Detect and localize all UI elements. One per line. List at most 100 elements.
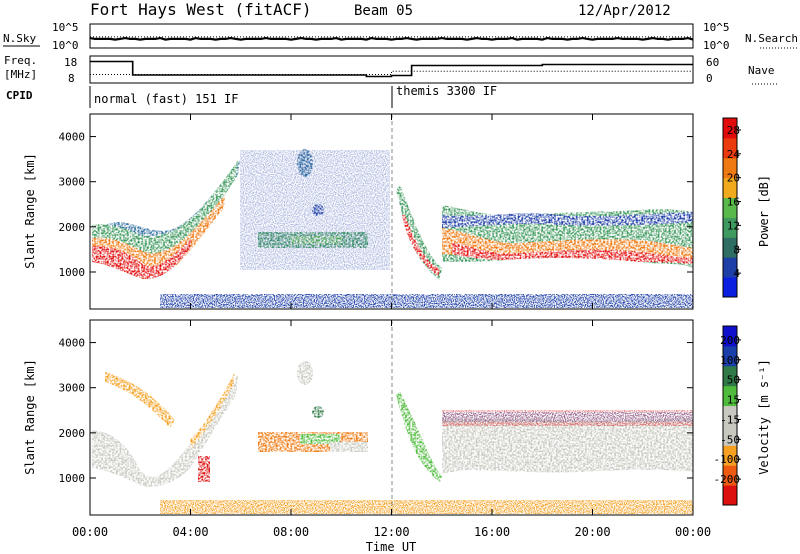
- power-afternoon-band-core: [452, 242, 693, 264]
- x-axis-label: Time UT: [366, 540, 417, 554]
- power-cbar-swatch-6: [723, 157, 737, 179]
- power-cbar-swatch-0: [723, 277, 737, 298]
- power-cbar-label-1: 8: [733, 243, 740, 256]
- freq-tick-bottom: 8: [68, 72, 75, 85]
- velocity-morning-arc: [190, 372, 235, 448]
- date-label: 12/Apr/2012: [578, 3, 671, 19]
- velocity-night-region: [92, 375, 238, 487]
- power-scatter-noise: [240, 150, 390, 270]
- velocity-ytick-label-2000: 2000: [59, 427, 86, 440]
- power-cbar-swatch-1: [723, 257, 737, 278]
- velocity-cbar-swatch-0: [723, 485, 737, 506]
- velocity-y-ticks: 1000 2000 3000 4000: [59, 337, 693, 485]
- time-x-axis: 00:00 04:00 08:00 12:00 16:00 20:00 00:00: [72, 114, 711, 539]
- velocity-cbar-label: Velocity [m s⁻¹]: [757, 359, 771, 475]
- power-ytick-label-4000: 4000: [59, 131, 86, 144]
- velocity-cbar-label-4: -15: [720, 413, 740, 426]
- noise-tick-right-top: 10^5: [703, 21, 730, 34]
- freq-label-unit: [MHz]: [4, 68, 37, 81]
- power-cbar-swatch-3: [723, 217, 737, 238]
- power-cbar-frame: [722, 117, 738, 298]
- freq-strip: Freq. [MHz] 18 8 60 0 Nave: [4, 54, 778, 85]
- velocity-cbar-swatch-4: [723, 405, 737, 426]
- power-cbar-label-2: 12: [727, 219, 740, 232]
- power-cbar-swatch-8: [723, 118, 737, 139]
- velocity-midday-mid-blob: [312, 406, 324, 418]
- x-tick-label-1: 04:00: [172, 525, 208, 539]
- noise-strip-frame: [89, 23, 694, 49]
- x-tick-label-6: 00:00: [675, 525, 711, 539]
- velocity-cbar-swatch-3: [723, 425, 737, 446]
- power-ytick-label-1000: 1000: [59, 266, 86, 279]
- velocity-echo-layer: [92, 361, 693, 487]
- power-cbar-label-3: 16: [727, 196, 740, 209]
- velocity-cbar-label-1: 100: [720, 354, 740, 367]
- nave-tick-bottom: 0: [706, 72, 713, 85]
- power-descending-band-core: [402, 215, 440, 276]
- velocity-afternoon-fringe-blue: [442, 412, 693, 422]
- velocity-cbar-label-2: 50: [727, 374, 740, 387]
- nsky-label: N.Sky: [3, 32, 36, 45]
- velocity-cbar-label-6: -100: [714, 453, 741, 466]
- power-cbar-label-6: 28: [727, 124, 740, 137]
- beam-label: Beam 05: [354, 3, 413, 19]
- velocity-midday-patch-green: [300, 434, 340, 444]
- power-panel: 1000 2000 3000 4000 Slant Range [km] 4 8 12 16…: [23, 113, 771, 310]
- freq-series-line: [90, 60, 693, 78]
- velocity-cbar-label-0: 200: [720, 334, 740, 347]
- velocity-speckle-layer: [160, 410, 693, 514]
- x-tick-label-3: 12:00: [373, 525, 409, 539]
- velocity-cbar-swatch-5: [723, 385, 737, 407]
- nave-label: Nave: [748, 64, 775, 77]
- x-tick-label-5: 20:00: [574, 525, 610, 539]
- power-cbar-label-4: 20: [727, 172, 740, 185]
- nave-tick-top: 60: [706, 56, 719, 69]
- velocity-panel: 1000 2000 3000 4000 Slant Range [km] 200 100…: [23, 319, 771, 516]
- velocity-cbar-swatch-6: [723, 365, 737, 387]
- x-tick-label-0: 00:00: [72, 525, 108, 539]
- nave-series-line: [90, 70, 693, 75]
- power-ylabel: Slant Range [km]: [23, 153, 37, 269]
- x-tick-label-2: 08:00: [273, 525, 309, 539]
- power-ytick-label-2000: 2000: [59, 221, 86, 234]
- freq-tick-top: 18: [64, 56, 77, 69]
- velocity-midday-upper-blob: [297, 361, 313, 385]
- power-y-ticks: 1000 2000 3000 4000: [59, 131, 693, 279]
- freq-strip-frame: [89, 55, 694, 84]
- power-cbar-swatch-7: [723, 137, 737, 159]
- velocity-ytick-label-3000: 3000: [59, 382, 86, 395]
- noise-tick-left-bottom: 10^0: [52, 39, 79, 52]
- noise-tick-right-bottom: 10^0: [703, 39, 730, 52]
- noise-tick-left-top: 10^5: [52, 21, 79, 34]
- velocity-cbar-swatch-8: [723, 326, 737, 347]
- velocity-cbar-label-7: -200: [714, 473, 741, 486]
- power-cbar-label: Power [dB]: [757, 175, 771, 247]
- power-descending-band: [396, 185, 442, 280]
- velocity-cbar-swatch-2: [723, 445, 737, 466]
- power-cbar-swatch-2: [723, 237, 737, 258]
- cpid-segment-1: normal (fast) 151 IF: [94, 92, 239, 106]
- velocity-cbar-label-5: -50: [720, 433, 740, 446]
- velocity-afternoon-region: [442, 418, 693, 474]
- velocity-night-upper-wisp: [105, 372, 175, 428]
- velocity-ground-noise: [160, 500, 693, 514]
- velocity-cbar-swatch-1: [723, 465, 737, 486]
- x-tick-label-4: 16:00: [474, 525, 510, 539]
- power-ytick-label-3000: 3000: [59, 176, 86, 189]
- nsearch-label: N.Search: [745, 32, 798, 45]
- power-colorbar: 4 8 12 16 20 24 28: [722, 117, 741, 298]
- velocity-colorbar: 200 100 50 15 -15 -50 -100 -200: [714, 325, 741, 506]
- velocity-descending-band: [396, 392, 442, 482]
- cpid-label: CPID: [6, 89, 33, 102]
- freq-label-top: Freq.: [4, 54, 37, 67]
- power-speckle-layer: [160, 150, 693, 308]
- station-title: Fort Hays West (fitACF): [90, 0, 312, 19]
- velocity-midday-patch-gray: [330, 442, 368, 452]
- power-afternoon-upper-fringe: [442, 212, 693, 228]
- velocity-cbar-label-3: 15: [727, 394, 740, 407]
- velocity-morning-streak: [198, 456, 210, 482]
- noise-strip: N.Sky 10^5 10^0 10^5 10^0 N.Search: [3, 21, 798, 52]
- nsky-series-line: [89, 36, 694, 41]
- power-cbar-swatch-4: [723, 197, 737, 218]
